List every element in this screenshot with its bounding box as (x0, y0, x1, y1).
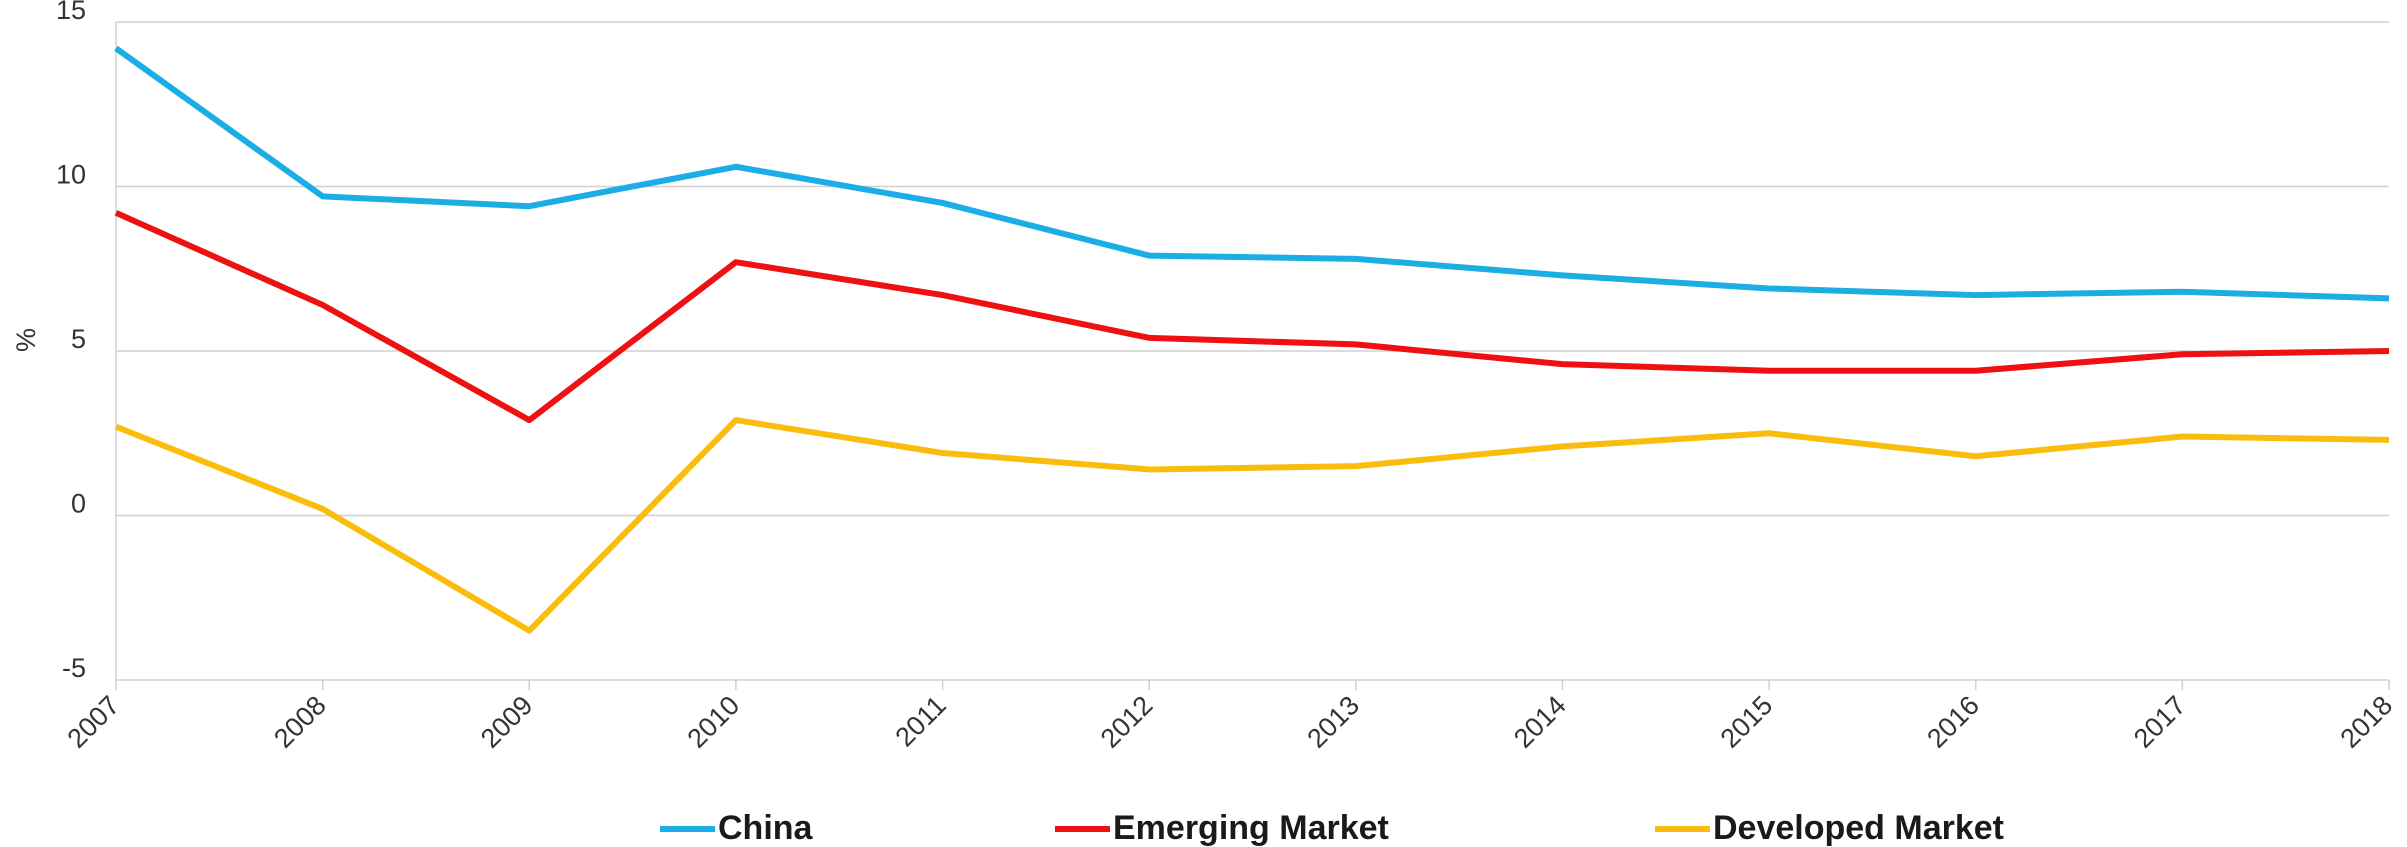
legend-text: Emerging Market (1113, 809, 1389, 847)
x-tick-label: 2018 (2335, 690, 2399, 754)
x-tick-label: 2007 (62, 690, 126, 754)
x-tick-label: 2016 (1921, 690, 1985, 754)
x-tick-label: 2013 (1301, 690, 1365, 754)
legend-text: Developed Market (1713, 809, 2004, 847)
x-tick-label: 2008 (268, 690, 332, 754)
x-tick-label: 2012 (1095, 690, 1159, 754)
series-line (114, 417, 2390, 634)
x-tick-label: 2009 (475, 690, 539, 754)
x-tick-label: 2017 (2128, 690, 2192, 754)
series-line (114, 210, 2390, 424)
series-line (114, 45, 2390, 302)
y-axis-label: % (11, 328, 41, 352)
y-tick-label: 10 (56, 160, 86, 190)
y-tick-label: 0 (71, 489, 86, 519)
y-tick-label: -5 (62, 653, 86, 683)
x-tick-label: 2010 (681, 690, 745, 754)
y-tick-label: 15 (56, 0, 86, 25)
legend-text: China (718, 809, 814, 847)
x-tick-label: 2011 (890, 690, 952, 752)
x-tick-label: 2015 (1715, 690, 1779, 754)
y-tick-label: 5 (71, 324, 86, 354)
x-tick-label: 2014 (1508, 690, 1572, 754)
